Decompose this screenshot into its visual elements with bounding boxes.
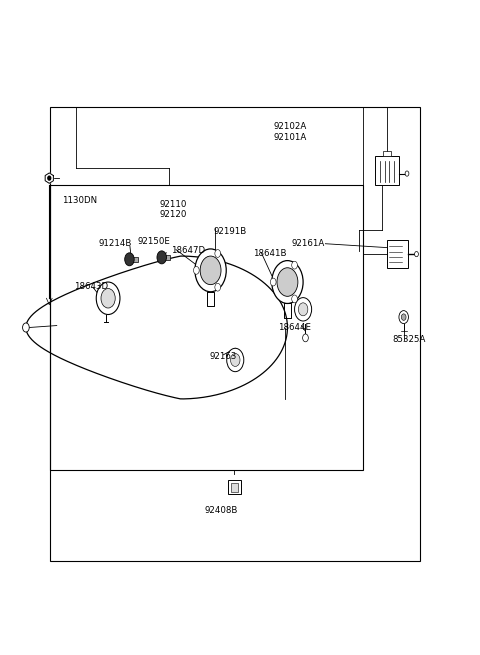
Circle shape: [405, 171, 409, 176]
Circle shape: [200, 256, 221, 285]
Circle shape: [272, 261, 303, 303]
Circle shape: [401, 314, 406, 320]
Polygon shape: [45, 173, 53, 183]
Text: 1130DN: 1130DN: [62, 196, 97, 206]
Bar: [230, 483, 238, 492]
Circle shape: [215, 284, 220, 291]
Circle shape: [157, 251, 167, 264]
Text: 92408B: 92408B: [205, 506, 238, 515]
Circle shape: [227, 348, 244, 371]
Text: 91214B: 91214B: [98, 239, 132, 248]
Circle shape: [270, 278, 276, 286]
Circle shape: [292, 295, 298, 303]
Circle shape: [195, 249, 226, 291]
Text: 92163: 92163: [209, 352, 237, 360]
Text: 92102A: 92102A: [273, 122, 306, 130]
Circle shape: [125, 253, 134, 266]
Text: 85325A: 85325A: [393, 335, 426, 344]
Circle shape: [101, 289, 115, 308]
Bar: [162, 255, 170, 260]
Bar: [228, 480, 241, 495]
Text: 92120: 92120: [159, 210, 187, 219]
Text: 92161A: 92161A: [291, 239, 324, 248]
Text: 92150E: 92150E: [138, 236, 171, 246]
Bar: [375, 156, 399, 185]
Text: 92101A: 92101A: [273, 133, 306, 141]
Text: 92191B: 92191B: [214, 227, 247, 236]
Bar: [50, 107, 420, 561]
Circle shape: [23, 323, 29, 332]
Bar: [130, 257, 138, 262]
Circle shape: [193, 267, 199, 274]
Text: 18644E: 18644E: [278, 323, 311, 332]
Circle shape: [96, 282, 120, 314]
Bar: [384, 151, 391, 156]
Text: 18643D: 18643D: [74, 282, 108, 291]
Circle shape: [230, 354, 240, 366]
Circle shape: [277, 268, 298, 296]
Text: 92110: 92110: [159, 200, 187, 208]
Circle shape: [48, 176, 51, 180]
Circle shape: [302, 334, 308, 342]
Circle shape: [399, 310, 408, 324]
Circle shape: [295, 297, 312, 321]
Circle shape: [299, 303, 308, 316]
Text: 18641B: 18641B: [253, 249, 287, 258]
Text: 18647D: 18647D: [171, 246, 205, 255]
Bar: [387, 240, 408, 269]
Circle shape: [215, 250, 220, 257]
Circle shape: [292, 261, 298, 269]
Bar: [50, 185, 363, 470]
Circle shape: [415, 252, 419, 257]
